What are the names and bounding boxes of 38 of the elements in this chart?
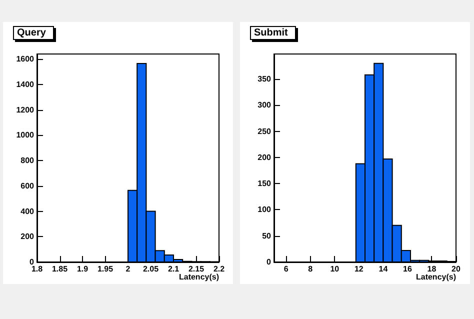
y-tick-label: 600 (20, 181, 35, 190)
x-tick-label: 2.15 (188, 264, 205, 274)
x-tick-label: 16 (403, 264, 412, 274)
x-tick-label: 18 (427, 264, 437, 274)
y-tick-label: 300 (258, 100, 272, 110)
y-tick-label: 1200 (16, 105, 35, 114)
x-tick-label: 2.1 (168, 264, 180, 274)
x-tick-label: 2 (126, 264, 131, 274)
chart-title: Query (17, 28, 46, 38)
y-tick-label: 1600 (16, 54, 35, 64)
x-axis-title: Latency(s) (178, 272, 220, 282)
x-tick-label: 2.05 (142, 264, 160, 274)
y-tick-label: 50 (262, 231, 272, 240)
y-tick-label: 1000 (16, 130, 35, 140)
y-tick-label: 350 (258, 74, 272, 84)
x-tick-label: 1.85 (52, 264, 68, 274)
x-tick-label: 6 (284, 264, 289, 274)
x-tick-label: 1.8 (31, 264, 44, 274)
x-tick-label: 1.9 (76, 264, 89, 274)
y-tick-label: 200 (258, 152, 272, 162)
x-tick-label: 14 (378, 264, 388, 274)
y-tick-label: 100 (258, 205, 272, 214)
x-tick-label: 8 (308, 264, 314, 274)
x-tick-label: 12 (354, 264, 364, 274)
chart-title: Submit (254, 28, 289, 38)
x-tick-label: 1.95 (97, 264, 114, 274)
y-tick-label: 250 (258, 126, 272, 136)
y-tick-label: 1400 (16, 80, 35, 89)
y-tick-label: 400 (20, 206, 35, 216)
y-tick-label: 0 (266, 258, 272, 266)
y-tick-label: 200 (20, 232, 35, 242)
y-tick-label: 150 (258, 179, 272, 188)
y-tick-label: 800 (20, 156, 35, 166)
x-axis-title: Latency(s) (416, 272, 456, 282)
y-tick-label: 0 (30, 258, 35, 266)
x-tick-label: 2.2 (213, 264, 226, 274)
x-tick-label: 10 (330, 264, 340, 274)
x-tick-label: 20 (452, 264, 461, 274)
